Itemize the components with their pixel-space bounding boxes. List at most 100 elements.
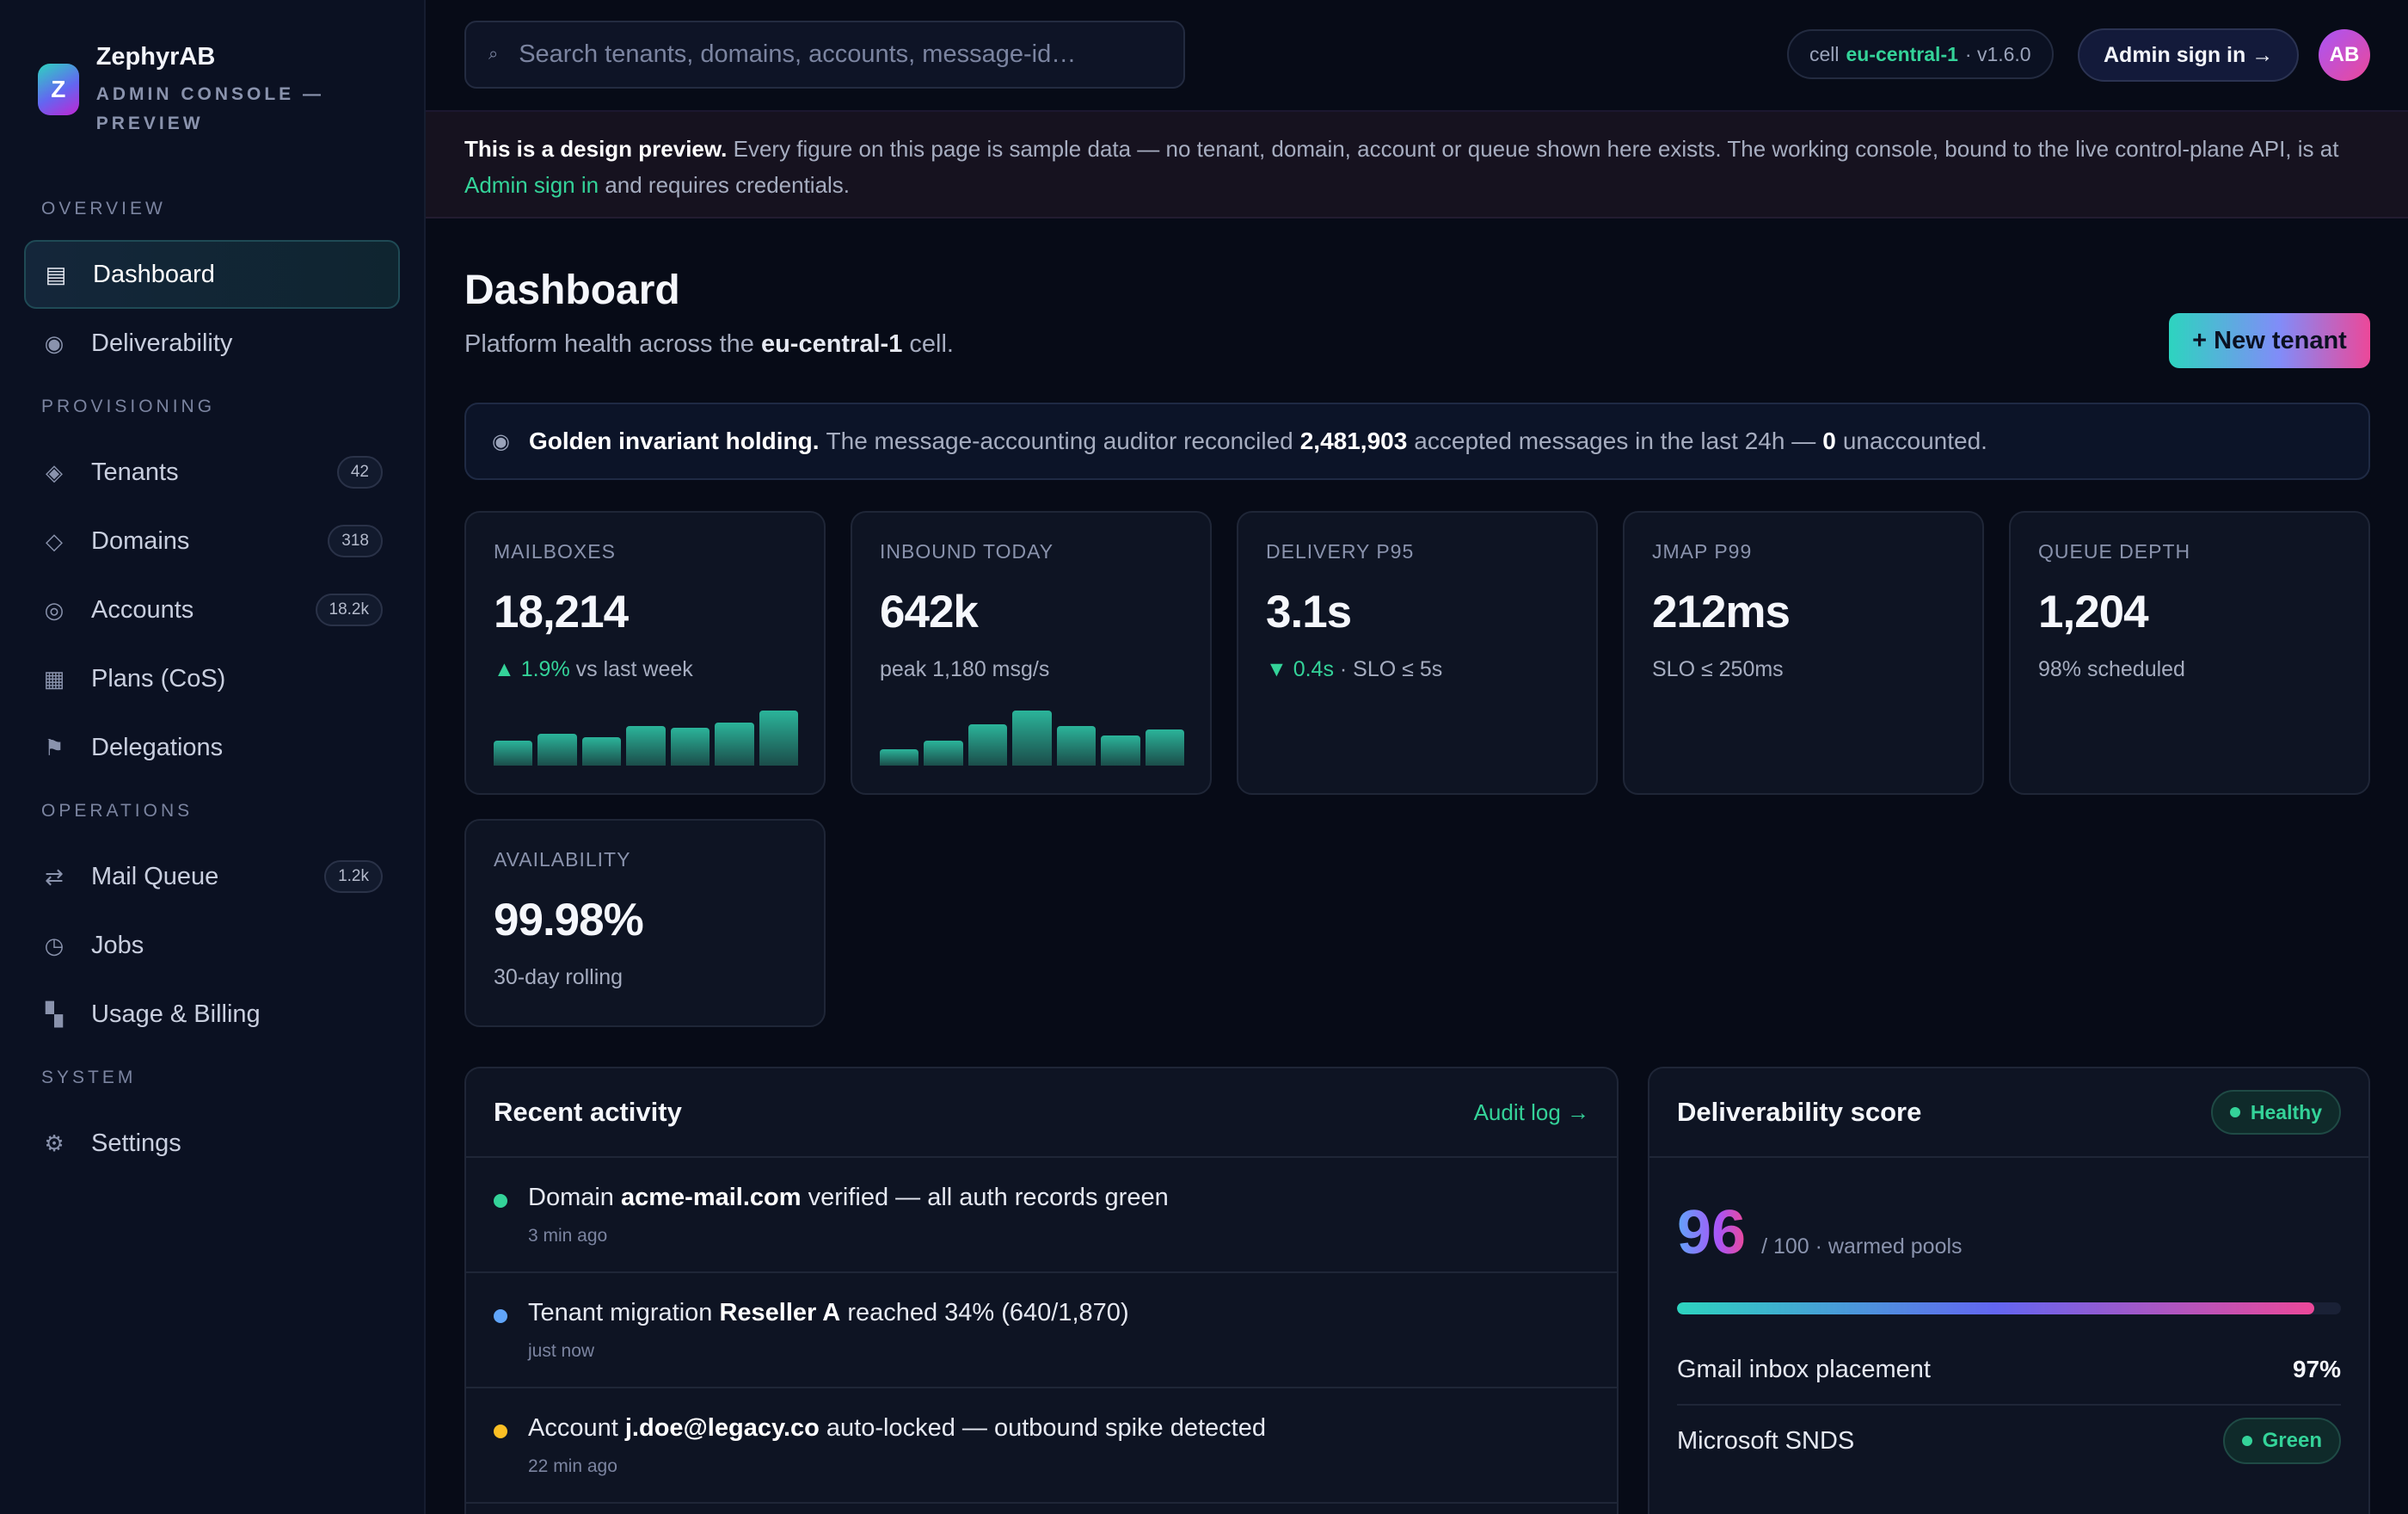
new-tenant-button[interactable]: + New tenant [2169, 313, 2370, 368]
activity-item[interactable]: Tenant migration Reseller A reached 34% … [466, 1273, 1617, 1388]
subtitle-post: cell. [909, 330, 954, 358]
stat-label: JMAP P99 [1652, 540, 1753, 563]
stat-card-jmap-p99: JMAP P99 212ms SLO ≤ 250ms [1623, 511, 1984, 795]
sidebar-item-mail-queue[interactable]: ⇄ Mail Queue 1.2k [24, 842, 400, 911]
stat-value: 1,204 [2038, 587, 2149, 637]
metric-value: 97% [2292, 1356, 2341, 1382]
status-dot [494, 1309, 507, 1323]
sidebar-item-label: Plans (CoS) [91, 664, 226, 692]
stat-value: 3.1s [1266, 587, 1352, 637]
invariant-pre: The message-accounting auditor reconcile… [826, 428, 1293, 454]
sparkline-bar [1056, 725, 1096, 766]
audit-log-link[interactable]: Audit log → [1473, 1099, 1589, 1125]
stat-note: 98% scheduled [2038, 657, 2185, 681]
stat-subtext: 98% scheduled [2038, 657, 2341, 682]
activity-subject: j.doe@legacy.co [624, 1414, 820, 1442]
sidebar-item-dashboard[interactable]: ▤ Dashboard [24, 240, 400, 309]
invariant-bold: Golden invariant holding. [528, 428, 820, 454]
activity-pre: Domain [528, 1184, 614, 1211]
stat-label: DELIVERY P95 [1266, 540, 1415, 563]
deliverability-panel: Deliverability score Healthy 96 / 100 · … [1648, 1067, 2370, 1514]
activity-time: 3 min ago [528, 1226, 608, 1246]
subtitle-cell: eu-central-1 [760, 330, 903, 358]
sparkline-bar [494, 741, 533, 766]
sidebar-item-domains[interactable]: ◇ Domains 318 [24, 507, 400, 575]
admin-sign-in-button[interactable]: Admin sign in → [2078, 28, 2300, 82]
invariant-post: unaccounted. [1842, 428, 1987, 454]
activity-item[interactable]: Domain acme-mail.com verified — all auth… [466, 1158, 1617, 1273]
status-dot [2241, 1436, 2252, 1446]
stat-card-queue-depth: QUEUE DEPTH 1,204 98% scheduled [2009, 511, 2370, 795]
metric-label: Microsoft SNDS [1677, 1426, 1855, 1455]
brand-name: ZephyrAB [95, 43, 216, 71]
nav-section-title: OPERATIONS [41, 801, 194, 821]
billing-icon: ▚ [46, 1000, 63, 1027]
sidebar-item-jobs[interactable]: ◷ Jobs [24, 911, 400, 980]
panel-title: Recent activity [494, 1097, 682, 1127]
sidebar-item-usage-billing[interactable]: ▚ Usage & Billing [24, 980, 400, 1049]
sidebar-item-settings[interactable]: ⚙ Settings [24, 1109, 400, 1178]
activity-item[interactable]: Account j.doe@legacy.co auto-locked — ou… [466, 1388, 1617, 1504]
sidebar-item-accounts[interactable]: ◎ Accounts 18.2k [24, 575, 400, 644]
stat-label: QUEUE DEPTH [2038, 540, 2191, 563]
stat-card-availability: AVAILABILITY 99.98% 30-day rolling [464, 819, 826, 1027]
banner-bold: This is a design preview. [464, 136, 728, 162]
cell-name: eu-central-1 [1846, 42, 1958, 65]
sparkline-bar [670, 728, 710, 766]
search-box[interactable]: ⌕ [464, 21, 1185, 89]
sidebar-item-label: Delegations [91, 733, 224, 761]
metric-row: Gmail inbox placement 97% [1677, 1335, 2341, 1406]
sidebar-item-label: Deliverability [91, 329, 233, 357]
sparkline-bar [1145, 729, 1184, 766]
page-title: Dashboard [464, 268, 680, 313]
deliverability-score: 96 [1677, 1198, 1747, 1267]
sidebar-item-plans-cos[interactable]: ▦ Plans (CoS) [24, 644, 400, 713]
brand-logo: Z [38, 64, 79, 115]
nav-section: PROVISIONING ◈ Tenants 42 ◇ Domains 318 ◎ Accoun… [24, 397, 400, 782]
stat-value: 642k [880, 587, 979, 637]
activity-time: just now [528, 1341, 595, 1361]
stat-note: vs last week [575, 657, 693, 681]
sidebar-item-deliverability[interactable]: ◉ Deliverability [24, 309, 400, 378]
sidebar-item-delegations[interactable]: ⚑ Delegations [24, 713, 400, 782]
stat-label: INBOUND TODAY [880, 540, 1054, 563]
clock-icon: ◷ [44, 932, 64, 958]
count-badge: 318 [328, 525, 383, 557]
banner-sign-in-link[interactable]: Admin sign in [464, 172, 599, 198]
sparkline-bar [924, 741, 963, 766]
avatar[interactable]: AB [2319, 29, 2370, 81]
activity-pre: Tenant migration [528, 1299, 713, 1326]
sidebar-nav: OVERVIEW ▤ Dashboard ◉ Deliverability PROVISI… [24, 199, 400, 1178]
stat-subtext: SLO ≤ 250ms [1652, 657, 1955, 682]
activity-time: 22 min ago [528, 1456, 617, 1476]
stat-card-mailboxes: MAILBOXES 18,214 ▲ 1.9% vs last week [464, 511, 826, 795]
score-bar [1677, 1302, 2341, 1314]
activity-text: Domain acme-mail.com verified — all auth… [528, 1184, 1589, 1212]
status-badge: Green [2222, 1418, 2341, 1464]
activity-post: auto-locked — outbound spike detected [826, 1414, 1266, 1442]
status-dot [494, 1194, 507, 1208]
stat-delta: ▼ 0.4s [1266, 657, 1334, 681]
sidebar-item-label: Usage & Billing [91, 1000, 261, 1028]
stat-card-delivery-p95: DELIVERY P95 3.1s ▼ 0.4s · SLO ≤ 5s [1237, 511, 1598, 795]
sidebar-item-label: Settings [91, 1129, 181, 1157]
search-input[interactable] [519, 40, 1156, 69]
banner-tail: and requires credentials. [605, 172, 851, 198]
stat-note: peak 1,180 msg/s [880, 657, 1050, 681]
cell-prefix: cell [1809, 42, 1840, 65]
stat-value: 212ms [1652, 587, 1791, 637]
sparkline-bar [1101, 735, 1140, 766]
sidebar-item-tenants[interactable]: ◈ Tenants 42 [24, 438, 400, 507]
activity-post: reached 34% (640/1,870) [847, 1299, 1129, 1326]
status-label: Healthy [2250, 1100, 2322, 1123]
brand[interactable]: Z ZephyrAB ADMIN CONSOLE — PREVIEW [24, 40, 400, 138]
activity-text: Tenant migration Reseller A reached 34% … [528, 1299, 1589, 1327]
sparkline [880, 711, 1184, 766]
sidebar-item-label: Accounts [91, 595, 194, 624]
count-badge: 1.2k [324, 860, 383, 893]
sidebar-item-label: Tenants [91, 458, 179, 486]
sparkline-bar [968, 724, 1008, 766]
sparkline-bar [880, 748, 919, 766]
invariant-mid: accepted messages in the last 24h — [1414, 428, 1816, 454]
sparkline-bar [715, 723, 754, 766]
